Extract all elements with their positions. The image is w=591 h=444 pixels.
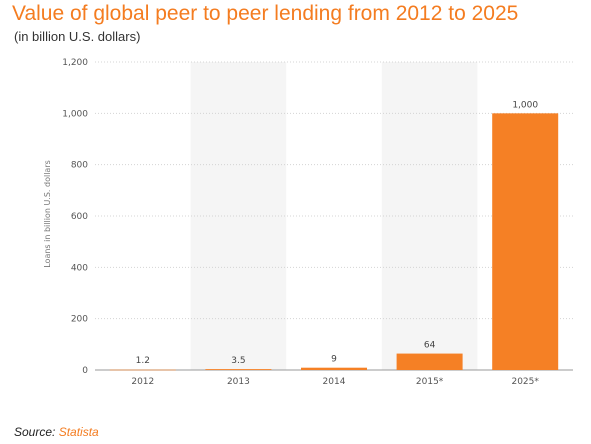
x-axis-ticks: 2012 2013 2014 2015* 2025* [131,377,539,387]
data-label: 1.2 [136,356,150,366]
bar-2015* [396,353,463,370]
x-tick-label: 2014 [323,377,346,387]
x-tick-label: 2015* [416,377,444,387]
bars [109,113,559,371]
chart-subtitle: (in billion U.S. dollars) [14,29,141,44]
x-tick-label: 2013 [227,377,250,387]
band-1 [190,62,287,370]
y-tick-label: 1,000 [62,109,88,119]
data-label: 1,000 [512,100,538,110]
bar-2012 [109,369,176,371]
y-tick-label: 400 [71,263,88,273]
data-label: 9 [331,355,337,365]
band-3 [381,62,478,370]
y-axis-label: Loans in billion U.S. dollars [43,160,52,268]
chart-title: Value of global peer to peer lending fro… [12,2,519,25]
y-tick-label: 200 [71,315,88,325]
y-axis-ticks: 0 200 400 600 800 1,000 1,200 [62,58,88,376]
data-label: 64 [424,341,436,351]
source-label: Source: [14,425,56,439]
y-tick-label: 0 [82,366,88,376]
x-tick-label: 2012 [131,377,154,387]
y-tick-label: 1,200 [62,58,88,68]
source-note: Source: Statista [14,425,99,439]
bar-chart: 0 200 400 600 800 1,000 1,200 1.2 3.5 9 64 1,000 2… [43,58,573,387]
bar-2014 [301,367,367,370]
bar-2025* [492,113,559,370]
source-link[interactable]: Statista [58,425,99,439]
y-tick-label: 600 [71,212,88,222]
y-tick-label: 800 [71,161,88,171]
data-label: 3.5 [231,356,245,366]
x-tick-label: 2025* [511,377,539,387]
data-labels: 1.2 3.5 9 64 1,000 [136,100,539,366]
bar-2013 [205,369,272,370]
